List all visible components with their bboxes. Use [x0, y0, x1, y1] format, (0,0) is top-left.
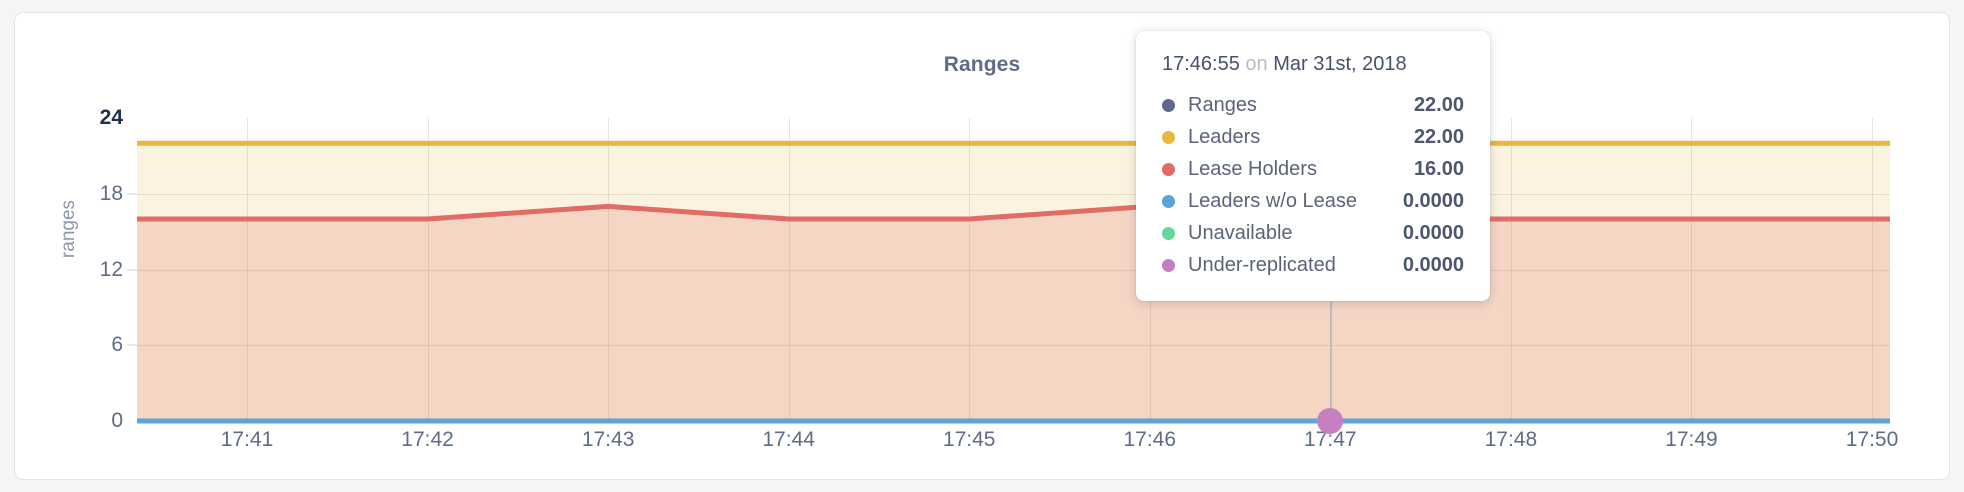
plot-area[interactable]: 0 6 12 18 24 17:41 17:42 17:43 17:44 17:45 17:46 1…: [100, 98, 1898, 451]
gridline-horizontal: [137, 193, 1890, 195]
tooltip-series-label: Ranges: [1188, 93, 1257, 116]
gridline-horizontal: [137, 269, 1890, 271]
series-line-lease-holders: [137, 203, 1890, 222]
y-tick-mark: [127, 269, 137, 270]
gridline-vertical: [608, 118, 610, 421]
gridline-vertical: [247, 118, 248, 421]
tooltip-series-label: Leaders w/o Lease: [1188, 189, 1358, 212]
tooltip-series-value: 22.00: [1413, 125, 1464, 148]
tooltip-row: Ranges 22.00: [1162, 89, 1464, 121]
y-axis-label: ranges: [58, 199, 79, 259]
legend-dot-icon: [1162, 162, 1175, 176]
x-tick-label: 17:48: [1484, 428, 1538, 451]
tooltip-timestamp: 17:46:55 on Mar 31st, 2018: [1162, 53, 1464, 76]
legend-dot-icon: [1162, 98, 1175, 112]
tooltip-time: 17:46:55: [1162, 53, 1240, 75]
tooltip-series-label: Under-replicated: [1188, 253, 1336, 276]
page-title: Ranges: [943, 53, 1021, 76]
tooltip-series-value: 0.0000: [1402, 189, 1464, 212]
y-tick-label: 24: [99, 106, 123, 129]
x-tick-label: 17:43: [581, 428, 635, 451]
y-tick-label: 6: [111, 333, 123, 357]
gridline-horizontal: [137, 345, 1890, 347]
tooltip-series-label: Unavailable: [1188, 221, 1293, 244]
x-tick-label: 17:45: [942, 428, 996, 451]
tooltip-series-value: 0.0000: [1402, 253, 1464, 276]
x-tick-label: 17:44: [762, 428, 815, 451]
hover-tooltip: 17:46:55 on Mar 31st, 2018 Ranges 22.00 Le…: [1136, 31, 1490, 301]
tooltip-series-value: 22.00: [1413, 93, 1464, 116]
gridline-vertical: [1691, 118, 1693, 421]
gridline-vertical: [969, 118, 971, 421]
y-tick-label: 18: [99, 181, 123, 205]
tooltip-series-label: Lease Holders: [1188, 157, 1317, 180]
tooltip-rows: Ranges 22.00 Leaders 22.00 Lease Holders 16.0…: [1162, 89, 1464, 281]
x-tick-label: 17:47: [1304, 428, 1357, 451]
gridline-vertical: [1872, 118, 1873, 421]
cursor-point-under-replicated: [1317, 408, 1344, 434]
tooltip-row: Unavailable 0.0000: [1162, 217, 1464, 249]
legend-dot-icon: [1162, 130, 1175, 144]
y-tick-mark: [127, 344, 137, 346]
y-tick-mark: [127, 193, 137, 195]
y-tick-label: 0: [111, 409, 123, 432]
x-tick-label: 17:41: [220, 428, 274, 451]
tooltip-series-label: Leaders: [1188, 125, 1261, 148]
legend-dot-icon: [1162, 226, 1175, 240]
gridline-vertical: [788, 118, 790, 421]
tooltip-series-value: 16.00: [1413, 157, 1464, 180]
series-layer: [137, 140, 1890, 424]
tooltip-on-word: on: [1245, 53, 1268, 75]
tooltip-row: Leaders w/o Lease 0.0000: [1162, 185, 1464, 217]
tooltip-row: Leaders 22.00: [1162, 121, 1464, 153]
tooltip-row: Lease Holders 16.00: [1162, 153, 1464, 185]
x-tick-label: 17:46: [1123, 428, 1177, 451]
legend-dot-icon: [1162, 194, 1175, 208]
tooltip-row: Under-replicated 0.0000: [1162, 249, 1464, 281]
gridline-vertical: [1510, 118, 1512, 421]
tooltip-series-value: 0.0000: [1402, 221, 1464, 244]
y-tick-label: 12: [99, 257, 123, 281]
x-tick-label: 17:49: [1665, 428, 1718, 451]
series-area-lease-holders: [137, 206, 1890, 421]
gridline-vertical: [427, 118, 429, 421]
tooltip-date: Mar 31st, 2018: [1273, 53, 1407, 75]
x-tick-label: 17:50: [1845, 428, 1899, 451]
chart-card: Ranges ranges 0 6 12 18 24 17:41 17:42 17:43 17…: [14, 12, 1950, 480]
x-tick-label: 17:42: [401, 428, 454, 451]
legend-dot-icon: [1162, 258, 1175, 272]
